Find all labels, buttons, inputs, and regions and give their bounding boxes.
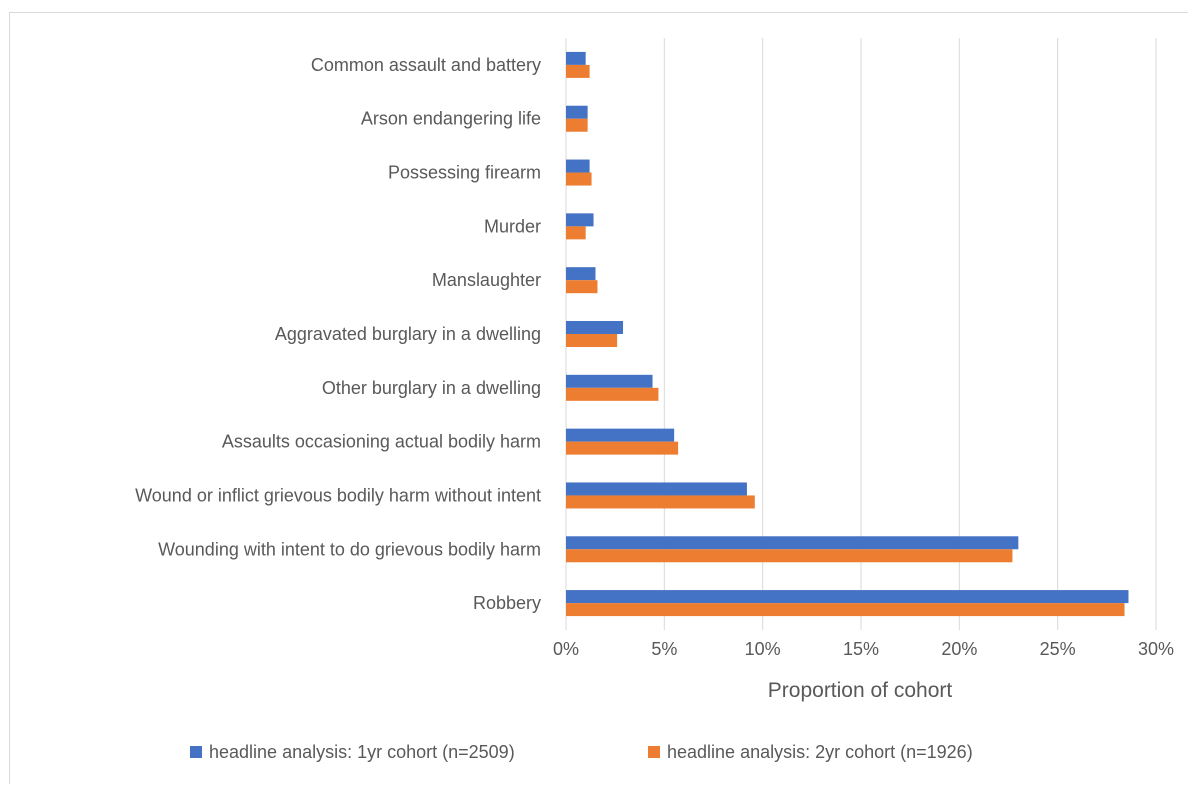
chart-frame (9, 12, 1188, 784)
bar-series-2 (566, 280, 598, 294)
category-labels: Robbery Wounding with intent to do grievo… (135, 55, 541, 613)
category-label: Wounding with intent to do grievous bodi… (158, 539, 541, 559)
bar-series-2 (566, 226, 586, 240)
x-tick-label: 30% (1138, 639, 1174, 659)
bar-series-1 (566, 213, 594, 227)
legend-label-2: headline analysis: 2yr cohort (n=1926) (667, 742, 973, 762)
category-label: Assaults occasioning actual bodily harm (222, 432, 541, 452)
bar-series-1 (566, 536, 1019, 550)
x-tick-label: 10% (745, 639, 781, 659)
x-tick-label: 25% (1040, 639, 1076, 659)
bar-series-1 (566, 105, 588, 119)
bar-series-2 (566, 172, 592, 186)
bar-series-2 (566, 603, 1125, 617)
bar-series-1 (566, 159, 590, 173)
x-tick-label: 0% (553, 639, 579, 659)
category-label: Possessing firearm (388, 163, 541, 183)
bars (566, 51, 1129, 617)
bar-series-1 (566, 321, 624, 334)
bar-series-2 (566, 549, 1013, 563)
bar-series-1 (566, 590, 1129, 604)
x-tick-labels: 0% 5% 10% 15% 20% 25% 30% (553, 639, 1174, 659)
category-label: Robbery (473, 593, 541, 613)
bar-series-1 (566, 428, 675, 442)
category-label: Arson endangering life (361, 109, 541, 129)
bar-series-1 (566, 374, 653, 388)
x-axis-title: Proportion of cohort (768, 679, 953, 702)
bar-series-1 (566, 267, 596, 281)
category-label: Aggravated burglary in a dwelling (275, 324, 541, 344)
legend: headline analysis: 1yr cohort (n=2509) he… (190, 742, 973, 762)
bar-series-2 (566, 441, 679, 455)
x-tick-label: 20% (941, 639, 977, 659)
x-tick-label: 15% (843, 639, 879, 659)
legend-swatch-1 (190, 746, 202, 758)
bar-series-2 (566, 334, 618, 347)
bar-series-2 (566, 387, 659, 401)
bar-series-1 (566, 482, 747, 496)
category-label: Murder (484, 216, 541, 236)
category-label: Manslaughter (432, 270, 541, 290)
category-label: Other burglary in a dwelling (322, 378, 541, 398)
category-label: Common assault and battery (311, 55, 541, 75)
bar-series-2 (566, 64, 590, 78)
x-tick-label: 5% (651, 639, 677, 659)
category-label: Wound or inflict grievous bodily harm wi… (135, 485, 541, 505)
bar-series-2 (566, 495, 755, 509)
legend-swatch-2 (648, 746, 660, 758)
legend-label-1: headline analysis: 1yr cohort (n=2509) (209, 742, 515, 762)
bar-series-2 (566, 118, 588, 132)
bar-series-1 (566, 51, 586, 65)
